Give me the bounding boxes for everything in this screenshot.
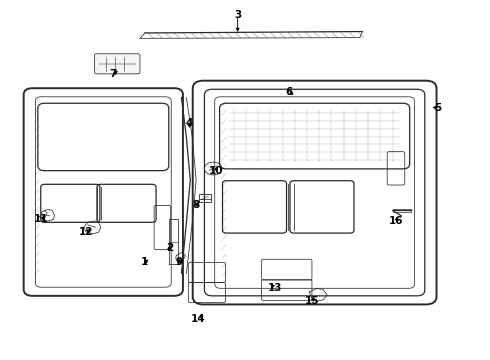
Text: 2: 2 <box>166 243 173 253</box>
Text: 14: 14 <box>191 314 206 324</box>
Text: 8: 8 <box>193 200 200 210</box>
Text: 6: 6 <box>285 87 293 97</box>
Text: 11: 11 <box>33 215 48 224</box>
Text: 13: 13 <box>268 283 283 293</box>
Text: 5: 5 <box>434 103 441 113</box>
FancyBboxPatch shape <box>95 54 140 74</box>
Text: 12: 12 <box>79 227 94 237</box>
Text: 1: 1 <box>141 257 148 267</box>
Text: 16: 16 <box>389 216 404 226</box>
Text: 7: 7 <box>109 69 117 79</box>
Text: 10: 10 <box>208 166 223 176</box>
Text: 15: 15 <box>305 296 319 306</box>
Text: 9: 9 <box>175 257 183 267</box>
Text: 4: 4 <box>185 118 193 128</box>
Text: 3: 3 <box>234 10 241 20</box>
